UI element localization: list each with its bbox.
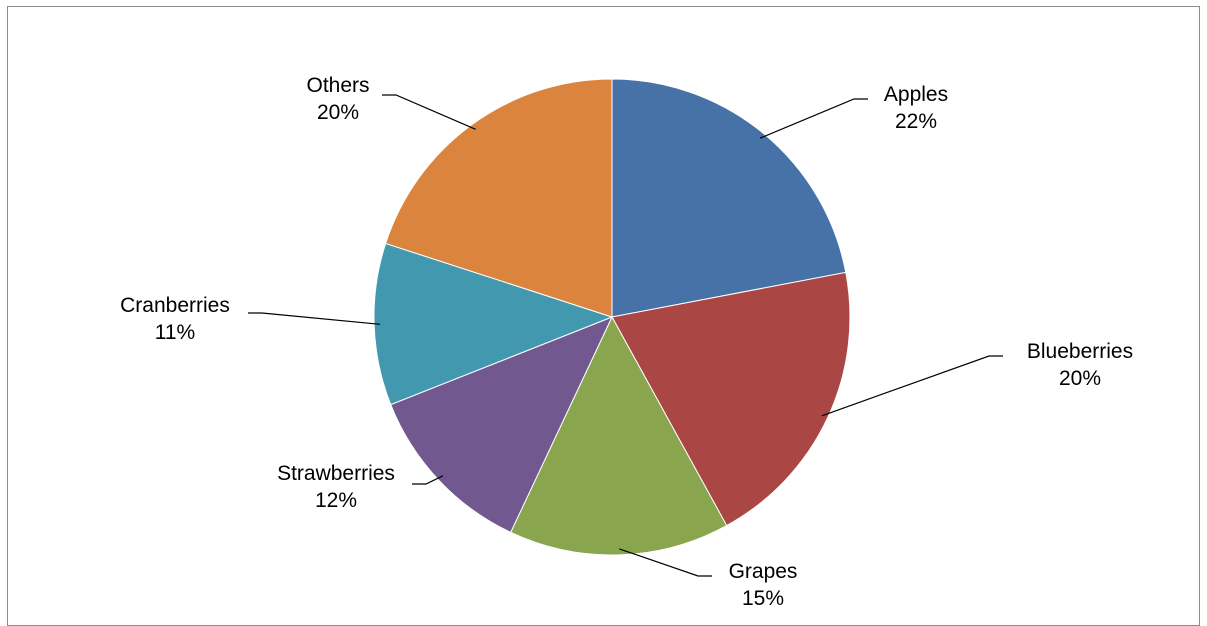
slice-percent-apples: 22% [895, 110, 937, 133]
slice-label-strawberries: Strawberries [277, 462, 395, 485]
pie-slice-blueberries [611, 271, 851, 527]
leader-lines [248, 94, 1003, 577]
slice-percent-cranberries: 11% [155, 321, 195, 344]
slice-percent-others: 20% [317, 101, 359, 124]
slice-percent-strawberries: 12% [315, 489, 357, 512]
pie-slice-others [385, 78, 613, 318]
leader-line-blueberries [821, 355, 1003, 417]
pie-slice-strawberries [390, 316, 613, 534]
leader-line-strawberries [412, 475, 444, 485]
pie-slice-cranberries [373, 242, 614, 406]
pie-slice-apples [611, 78, 847, 318]
slice-label-blueberries: Blueberries [1027, 340, 1133, 363]
slice-label-cranberries: Cranberries [120, 294, 230, 317]
leader-line-apples [759, 98, 868, 139]
leader-line-grapes [619, 548, 712, 577]
slice-label-others: Others [306, 74, 369, 97]
leader-line-others [382, 94, 476, 130]
slice-label-apples: Apples [884, 83, 948, 106]
slice-percent-blueberries: 20% [1059, 367, 1101, 390]
pie-slices [373, 78, 851, 556]
leader-line-cranberries [248, 312, 381, 325]
slice-labels: Apples 22% Blueberries 20% Grapes 15% Strawber… [120, 74, 1133, 610]
slice-percent-grapes: 15% [742, 587, 784, 610]
pie-slice-grapes [509, 315, 728, 556]
slice-label-grapes: Grapes [729, 560, 798, 583]
